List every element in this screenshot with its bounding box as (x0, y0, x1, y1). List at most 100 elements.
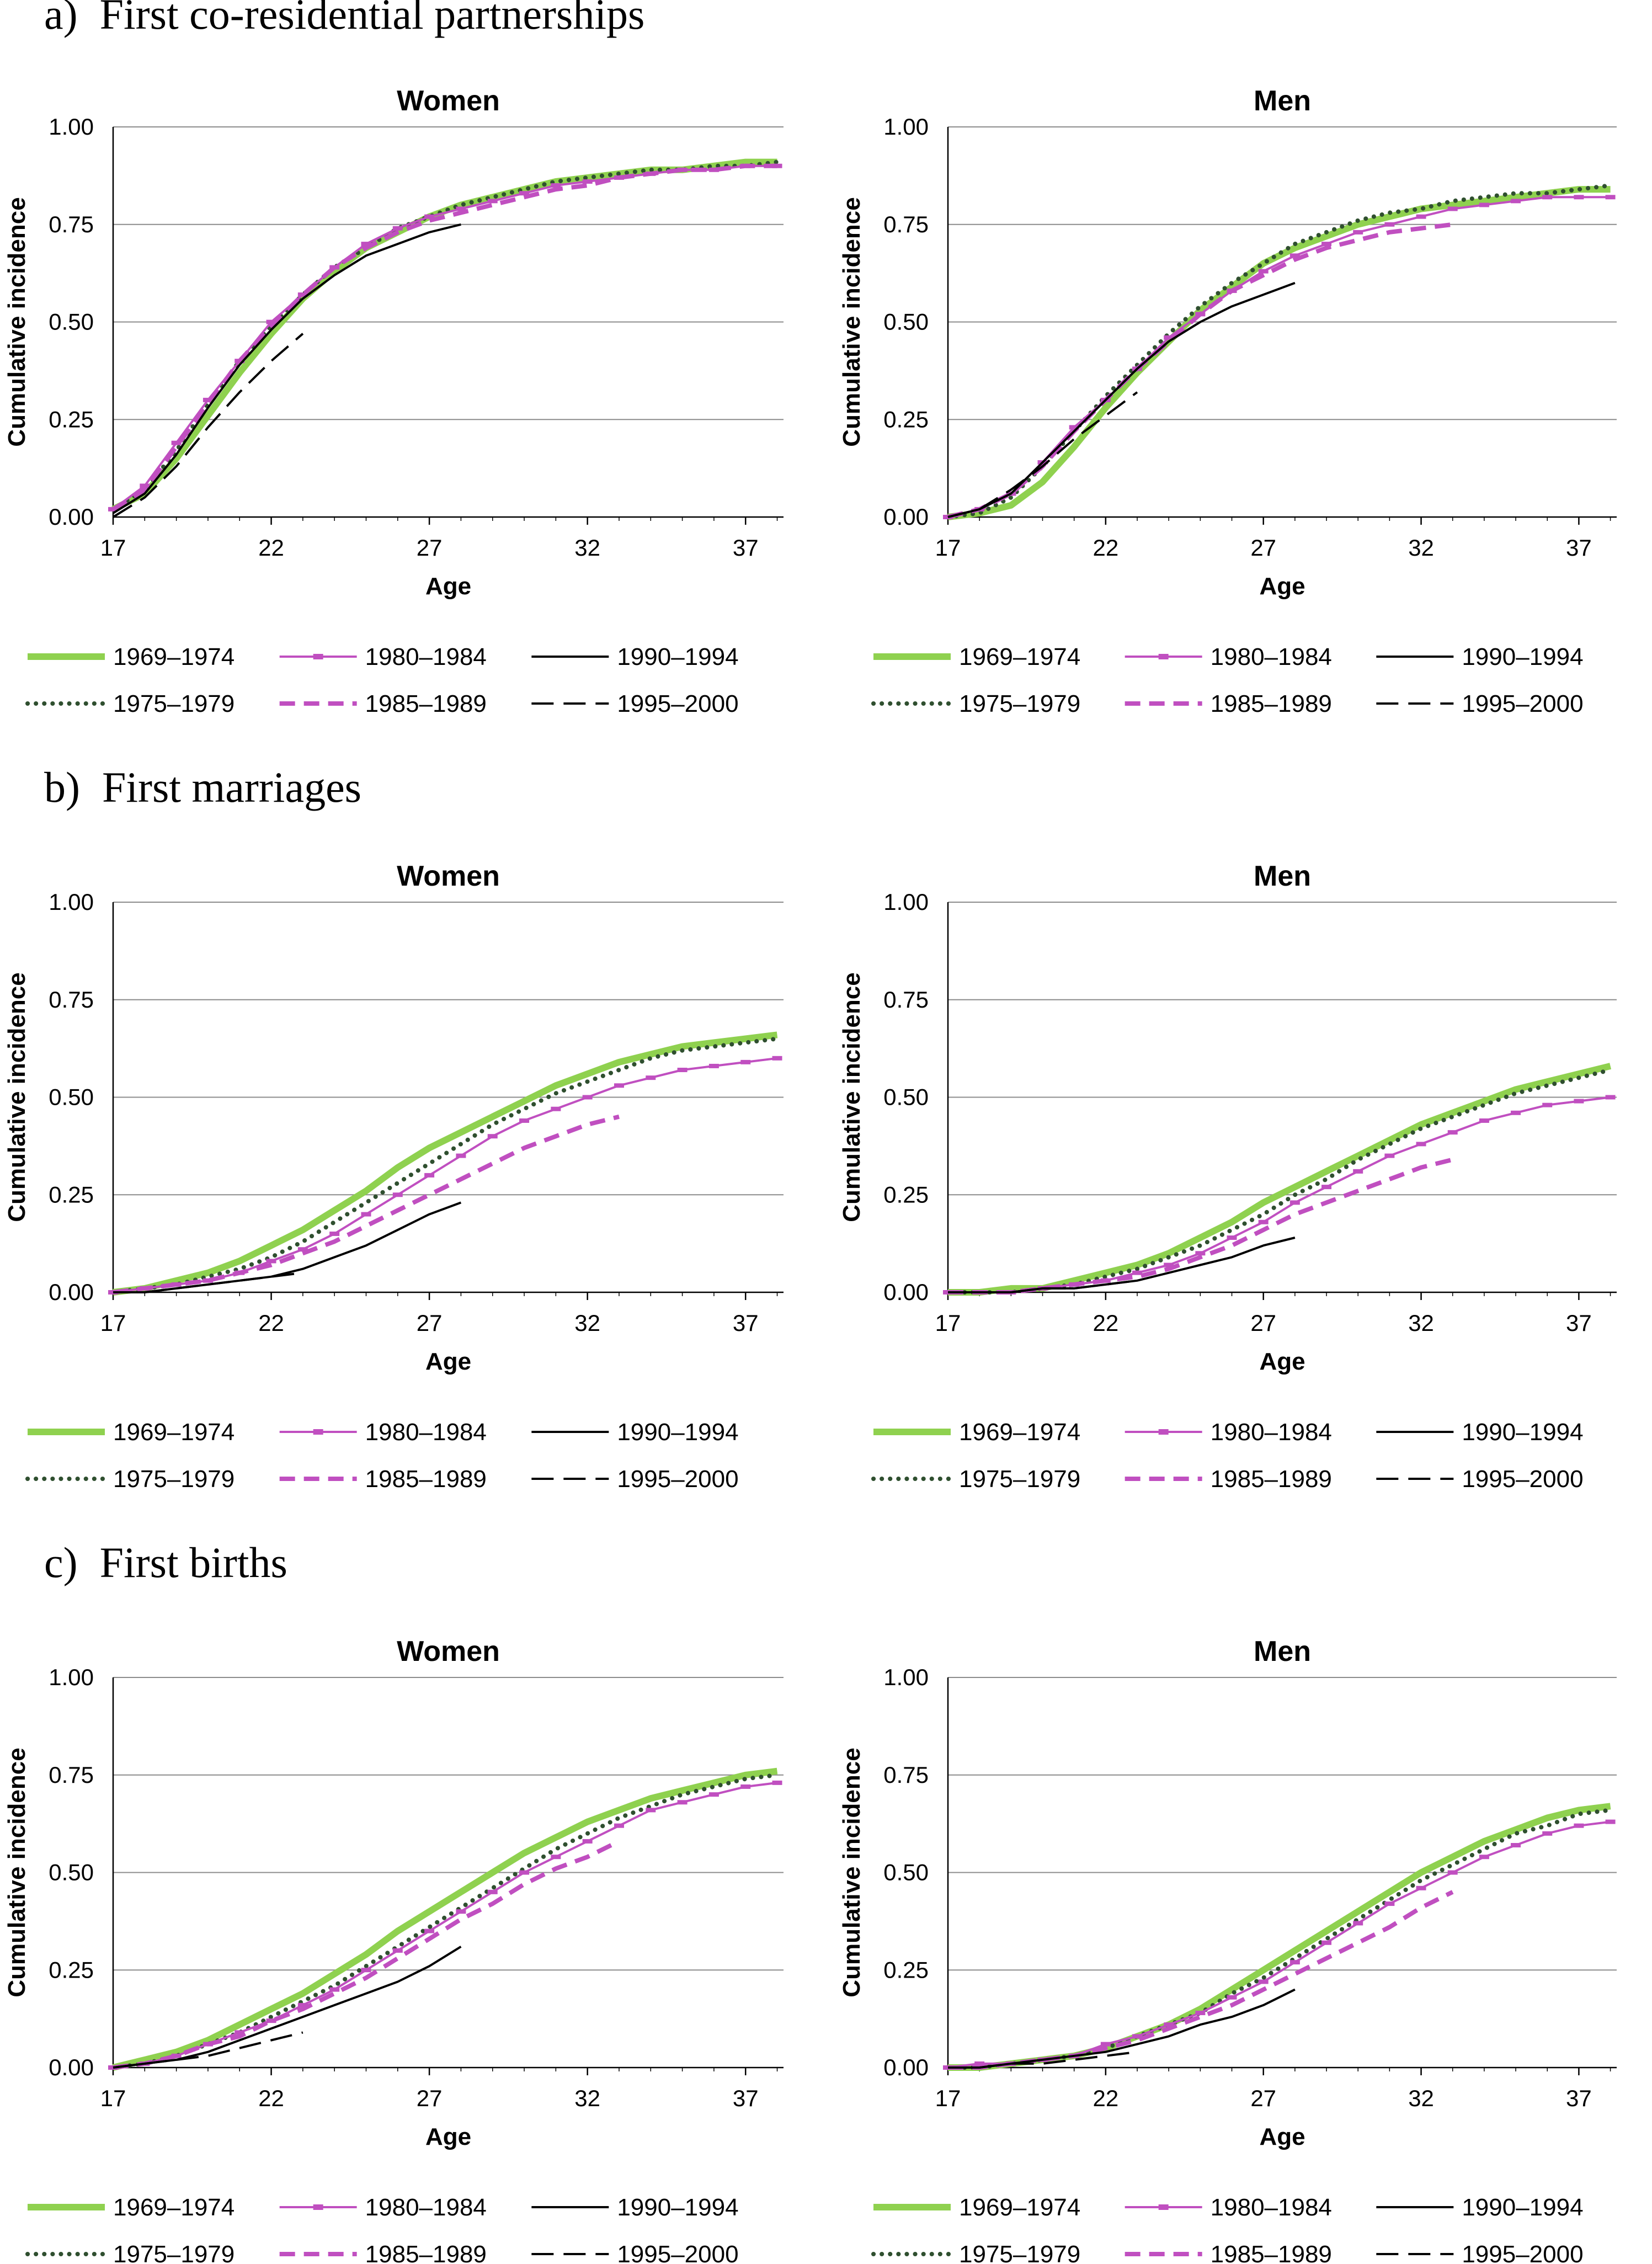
y-axis-label: Cumulative incidence (838, 972, 865, 1222)
data-point (1511, 199, 1521, 204)
data-point (202, 397, 213, 402)
y-tick-label: 0.50 (49, 1084, 94, 1110)
legend-label: 1980–1984 (1211, 1419, 1332, 1446)
series-line-1990-1994 (948, 1988, 1296, 2069)
data-point (1164, 2022, 1174, 2027)
chart-panel: Men 0.00 0.25 0.50 0.75 1.00 17 22 27 32 37 Age Cumu… (838, 860, 1617, 1493)
y-tick-label: 0.25 (49, 1181, 94, 1207)
data-point (235, 2030, 245, 2035)
x-tick-label: 22 (258, 535, 284, 561)
y-tick-label: 0.25 (883, 1181, 929, 1207)
data-point (582, 1095, 593, 1100)
x-axis-label: Age (425, 1348, 471, 1375)
data-point (1511, 1110, 1521, 1115)
y-tick-label: 0.25 (49, 1957, 94, 1983)
data-point (740, 1059, 751, 1064)
data-point (614, 1823, 624, 1828)
y-axis-label: Cumulative incidence (3, 197, 30, 446)
series-line-1995-2000 (112, 333, 304, 518)
y-tick-label: 0.00 (883, 504, 929, 530)
data-point (266, 2018, 276, 2023)
y-tick-label: 0.75 (883, 211, 929, 237)
data-point (1416, 214, 1426, 219)
data-point (1384, 1901, 1395, 1906)
chart-title: Women (397, 860, 500, 892)
series-line-1995-2000 (947, 391, 1138, 518)
legend-label: 1985–1989 (1211, 2241, 1332, 2264)
legend-label: 1980–1984 (365, 2194, 487, 2221)
legend-item: 1990–1994 (1376, 1419, 1584, 1446)
x-tick-label: 22 (1093, 2085, 1118, 2111)
x-tick-label: 27 (1250, 2085, 1276, 2111)
data-point (519, 1870, 530, 1875)
x-tick-label: 27 (417, 535, 443, 561)
data-point (1447, 1130, 1458, 1135)
y-axis-label: Cumulative incidence (3, 1748, 30, 1997)
legend: 1969–1974 1980–1984 1990–1994 1975–1979 1985… (871, 2194, 1584, 2264)
data-point (1574, 1823, 1584, 1828)
y-tick-label: 1.00 (49, 114, 94, 140)
y-tick-label: 0.00 (49, 1279, 94, 1305)
data-point (1258, 1979, 1269, 1984)
series-line-1985-1989 (947, 222, 1453, 519)
x-tick-label: 37 (1566, 2085, 1592, 2111)
legend-item: 1975–1979 (871, 690, 1080, 717)
data-point (1353, 1921, 1363, 1926)
data-point (582, 1839, 593, 1844)
legend-item: 1975–1979 (25, 1466, 235, 1493)
series-line-1985-1989 (111, 163, 777, 512)
series-line-1995-2000 (113, 2031, 303, 2069)
data-point (1321, 1185, 1332, 1190)
data-point (171, 1282, 182, 1287)
data-point (1227, 1235, 1237, 1240)
legend-label: 1995–2000 (1462, 1466, 1583, 1493)
y-tick-label: 1.00 (49, 1664, 94, 1690)
y-tick-label: 0.50 (883, 1084, 929, 1110)
data-point (708, 167, 719, 172)
data-point (1384, 1153, 1395, 1158)
legend-item: 1995–2000 (531, 1466, 739, 1493)
data-point (392, 1948, 403, 1953)
x-tick-label: 37 (733, 535, 759, 561)
chart-panel: Men 0.00 0.25 0.50 0.75 1.00 17 22 27 32 37 Age Cumu… (838, 85, 1617, 717)
data-point (1289, 1960, 1300, 1965)
legend-marker (313, 1429, 323, 1435)
series-line-1980-1984 (948, 1096, 1611, 1293)
series-line-1990-1994 (113, 1201, 462, 1293)
series-line-1975-1979 (946, 183, 1613, 519)
legend-label: 1975–1979 (113, 2241, 235, 2264)
legend-label: 1969–1974 (959, 2194, 1080, 2221)
legend-label: 1990–1994 (617, 1419, 738, 1446)
section-title: b) First marriages (44, 763, 361, 811)
legend-item: 1995–2000 (1376, 1466, 1584, 1493)
legend-label: 1985–1989 (1211, 1466, 1332, 1493)
legend-item: 1975–1979 (871, 2241, 1080, 2264)
y-tick-label: 0.00 (883, 1279, 929, 1305)
x-tick-label: 37 (733, 1310, 759, 1336)
x-tick-label: 37 (1566, 1310, 1592, 1336)
data-point (1164, 335, 1174, 340)
x-tick-label: 27 (1250, 1310, 1276, 1336)
y-tick-label: 0.00 (49, 504, 94, 530)
data-point (1384, 222, 1395, 227)
legend-item: 1980–1984 (1125, 1419, 1332, 1446)
series-line-1980-1984 (947, 196, 1611, 518)
x-tick-label: 32 (1408, 1310, 1434, 1336)
data-point (677, 167, 688, 172)
data-point (140, 483, 150, 488)
legend-label: 1969–1974 (113, 643, 235, 670)
y-axis-label: Cumulative incidence (838, 197, 865, 446)
x-tick-label: 32 (1408, 535, 1434, 561)
series-line-1975-1979 (111, 159, 780, 512)
data-point (1164, 1262, 1174, 1267)
data-point (202, 2042, 213, 2047)
data-point (772, 163, 782, 168)
chart-title: Men (1254, 860, 1311, 892)
data-point (1289, 1200, 1300, 1205)
data-point (140, 1286, 150, 1291)
data-point (424, 214, 435, 219)
chart-panel: Women 0.00 0.25 0.50 0.75 1.00 17 22 27 32 37 Age Cu… (3, 85, 784, 717)
data-point (1511, 1843, 1521, 1848)
data-point (1321, 1940, 1332, 1945)
series-line-1985-1989 (948, 1157, 1453, 1295)
